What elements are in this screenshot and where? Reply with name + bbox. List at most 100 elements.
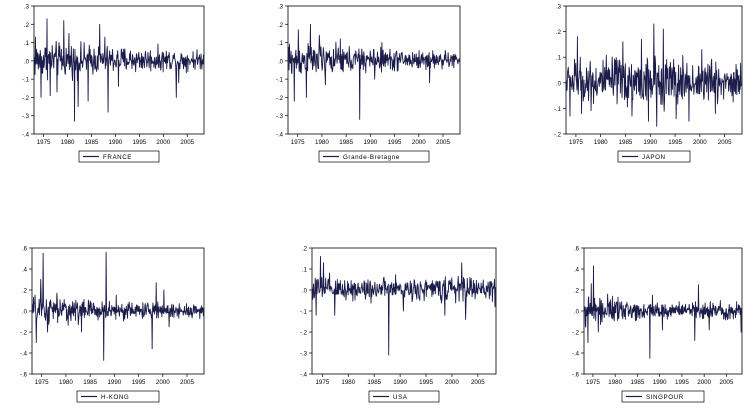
legend-box [368, 390, 440, 403]
y-tick-label: -.4 [300, 373, 308, 379]
y-tick-label: -.2 [276, 96, 284, 102]
y-tick-label: -.2 [20, 331, 28, 337]
x-tick-label: 1980 [594, 139, 608, 146]
x-tick-label: 2000 [412, 139, 426, 146]
y-tick-label: -.3 [300, 352, 308, 358]
y-tick-label: -.2 [554, 133, 562, 139]
y-tick-label: .0 [556, 81, 562, 87]
chart-svg-japon: .3 .2 .1 .0 -.1 -.2 1975 1980 1985 1990 1995 2000 20… [554, 5, 743, 163]
plot-frame [287, 5, 461, 135]
y-tick-label: -.1 [554, 107, 562, 113]
x-tick-label: 1985 [619, 139, 633, 146]
x-tick-label: 1990 [643, 139, 657, 146]
x-tick-label: 1990 [363, 139, 377, 146]
y-tick-label: .0 [574, 310, 580, 316]
legend-box [617, 150, 691, 163]
chart-panel-h-kong: .6 .4 .2 .0 -.2 -.4 -.6 1975 1980 1985 1990 1995 200… [8, 242, 248, 412]
x-tick-label: 1980 [59, 379, 73, 386]
x-tick-label: 2005 [471, 379, 485, 386]
x-tick-label: 1975 [315, 379, 329, 386]
y-tick-label: .2 [302, 247, 308, 253]
y-tick-label: .1 [302, 268, 308, 274]
legend-label: H-KONG [101, 394, 129, 401]
y-tick-label: -.1 [22, 78, 30, 84]
y-tick-label: .2 [556, 30, 562, 36]
x-tick-label: 1985 [631, 379, 645, 386]
legend-label: FRANCE [103, 154, 132, 161]
y-tick-label: .3 [278, 5, 284, 11]
legend-box [76, 390, 160, 403]
y-tick-label: -.4 [22, 133, 30, 139]
x-tick-label: 1995 [675, 379, 689, 386]
series-line-grande-bretagne [287, 23, 460, 120]
legend-box [621, 390, 705, 403]
y-tick-label: .2 [278, 23, 284, 29]
chart-svg-grande-bretagne: .3 .2 .1 .0 -.1 -.2 -.3 -.4 1975 1980 1985 1990 1995… [276, 5, 461, 163]
y-tick-label: .4 [574, 268, 580, 274]
y-tick-label: .1 [24, 41, 30, 47]
x-tick-label: 1975 [586, 379, 600, 386]
chart-svg-france: .3 .2 .1 .0 -.1 -.2 -.3 -.4 1975 1980 1985 1990 1995… [22, 5, 205, 163]
legend-label: SINGPOUR [646, 394, 684, 401]
x-tick-label: 2000 [156, 139, 170, 146]
x-tick-label: 1990 [393, 379, 407, 386]
y-tick-label: -.1 [300, 310, 308, 316]
x-tick-label: 1975 [37, 139, 51, 146]
legend-box [78, 150, 160, 163]
y-tick-label: .2 [24, 23, 30, 29]
plot-frame [33, 5, 205, 135]
y-tick-label: -.2 [22, 96, 30, 102]
y-tick-label: -.2 [300, 331, 308, 337]
x-tick-label: 1985 [85, 139, 99, 146]
y-tick-label: .3 [556, 5, 562, 11]
x-tick-label: 2005 [180, 379, 194, 386]
x-tick-label: 1990 [109, 139, 123, 146]
y-tick-label: -.3 [276, 114, 284, 120]
y-tick-label: .6 [574, 247, 580, 253]
x-tick-label: 2005 [436, 139, 450, 146]
x-tick-label: 1975 [35, 379, 49, 386]
legend-label: JAPON [642, 154, 666, 161]
chart-svg-singpour: .6 .4 .2 .0 -.2 -.4 -.6 1975 1980 1985 1990 1995 200… [572, 247, 743, 403]
chart-panel-france: .3 .2 .1 .0 -.1 -.2 -.3 -.4 1975 1980 1985 1990 1995… [8, 4, 248, 172]
x-tick-label: 1985 [367, 379, 381, 386]
x-tick-label: 2005 [720, 379, 734, 386]
y-tick-label: -.4 [276, 133, 284, 139]
y-tick-label: -.2 [572, 331, 580, 337]
legend-label: Grande-Bretagne [343, 154, 400, 161]
y-tick-label: -.1 [276, 78, 284, 84]
plot-frame [311, 247, 497, 375]
legend-label: USA [393, 394, 408, 401]
x-tick-label: 2000 [156, 379, 170, 386]
x-tick-label: 1995 [419, 379, 433, 386]
y-tick-label: .0 [22, 310, 28, 316]
x-tick-label: 1975 [569, 139, 583, 146]
x-tick-label: 1985 [83, 379, 97, 386]
y-tick-label: -.4 [20, 352, 28, 358]
series-line-france [33, 18, 204, 122]
y-tick-label: .0 [24, 59, 30, 65]
y-tick-label: .1 [278, 41, 284, 47]
plot-frame [565, 5, 743, 135]
x-tick-label: 1990 [107, 379, 121, 386]
x-tick-label: 2005 [180, 139, 194, 146]
chart-panel-usa: .2 .1 .0 -.1 -.2 -.3 -.4 1975 1980 1985 1990 1995 20… [284, 242, 504, 412]
legend-box [318, 150, 430, 163]
x-tick-label: 2000 [693, 139, 707, 146]
y-tick-label: .4 [22, 268, 28, 274]
chart-svg-usa: .2 .1 .0 -.1 -.2 -.3 -.4 1975 1980 1985 1990 1995 20… [300, 247, 497, 403]
series-line-japon [565, 23, 742, 127]
x-tick-label: 1980 [608, 379, 622, 386]
y-tick-label: .0 [278, 59, 284, 65]
x-tick-label: 2000 [697, 379, 711, 386]
chart-svg-h-kong: .6 .4 .2 .0 -.2 -.4 -.6 1975 1980 1985 1990 1995 200… [20, 247, 205, 403]
x-tick-label: 1985 [339, 139, 353, 146]
x-tick-label: 1980 [315, 139, 329, 146]
series-line-singpour [583, 265, 742, 359]
x-tick-label: 1995 [668, 139, 682, 146]
y-tick-label: .3 [24, 5, 30, 11]
series-line-usa [311, 255, 496, 356]
x-tick-label: 1980 [61, 139, 75, 146]
chart-panel-singpour: .6 .4 .2 .0 -.2 -.4 -.6 1975 1980 1985 1990 1995 200… [556, 242, 750, 412]
series-line-h-kong [31, 251, 204, 361]
